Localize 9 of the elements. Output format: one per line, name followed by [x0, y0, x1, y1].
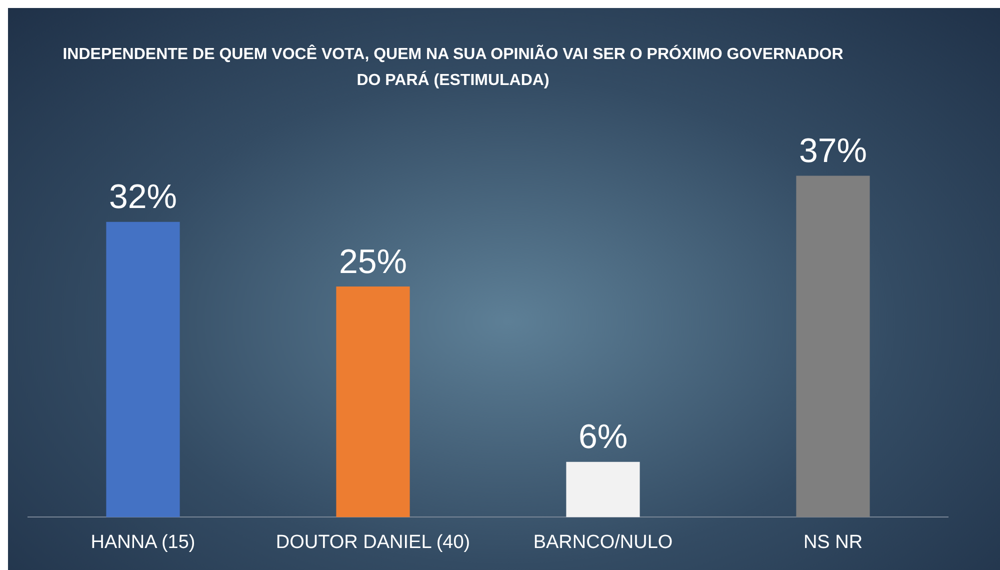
x-tick-label: HANNA (15) [90, 532, 196, 553]
data-label: 25% [338, 242, 408, 281]
data-label: 37% [798, 132, 868, 170]
x-tick-label: NS NR [803, 532, 863, 553]
chart-title: INDEPENDENTE DE QUEM VOCÊ VOTA, QUEM NA SUA OPINIÃO VAI SER O PRÓXIMO GOVERNADOR DO PARÁ (ESTIMULADA) [62, 44, 844, 91]
data-label: 6% [578, 418, 628, 456]
data-label: 32% [108, 178, 178, 216]
x-tick-label: BARNCO/NULO [533, 532, 673, 553]
x-tick-label: DOUTOR DANIEL (40) [276, 532, 470, 553]
